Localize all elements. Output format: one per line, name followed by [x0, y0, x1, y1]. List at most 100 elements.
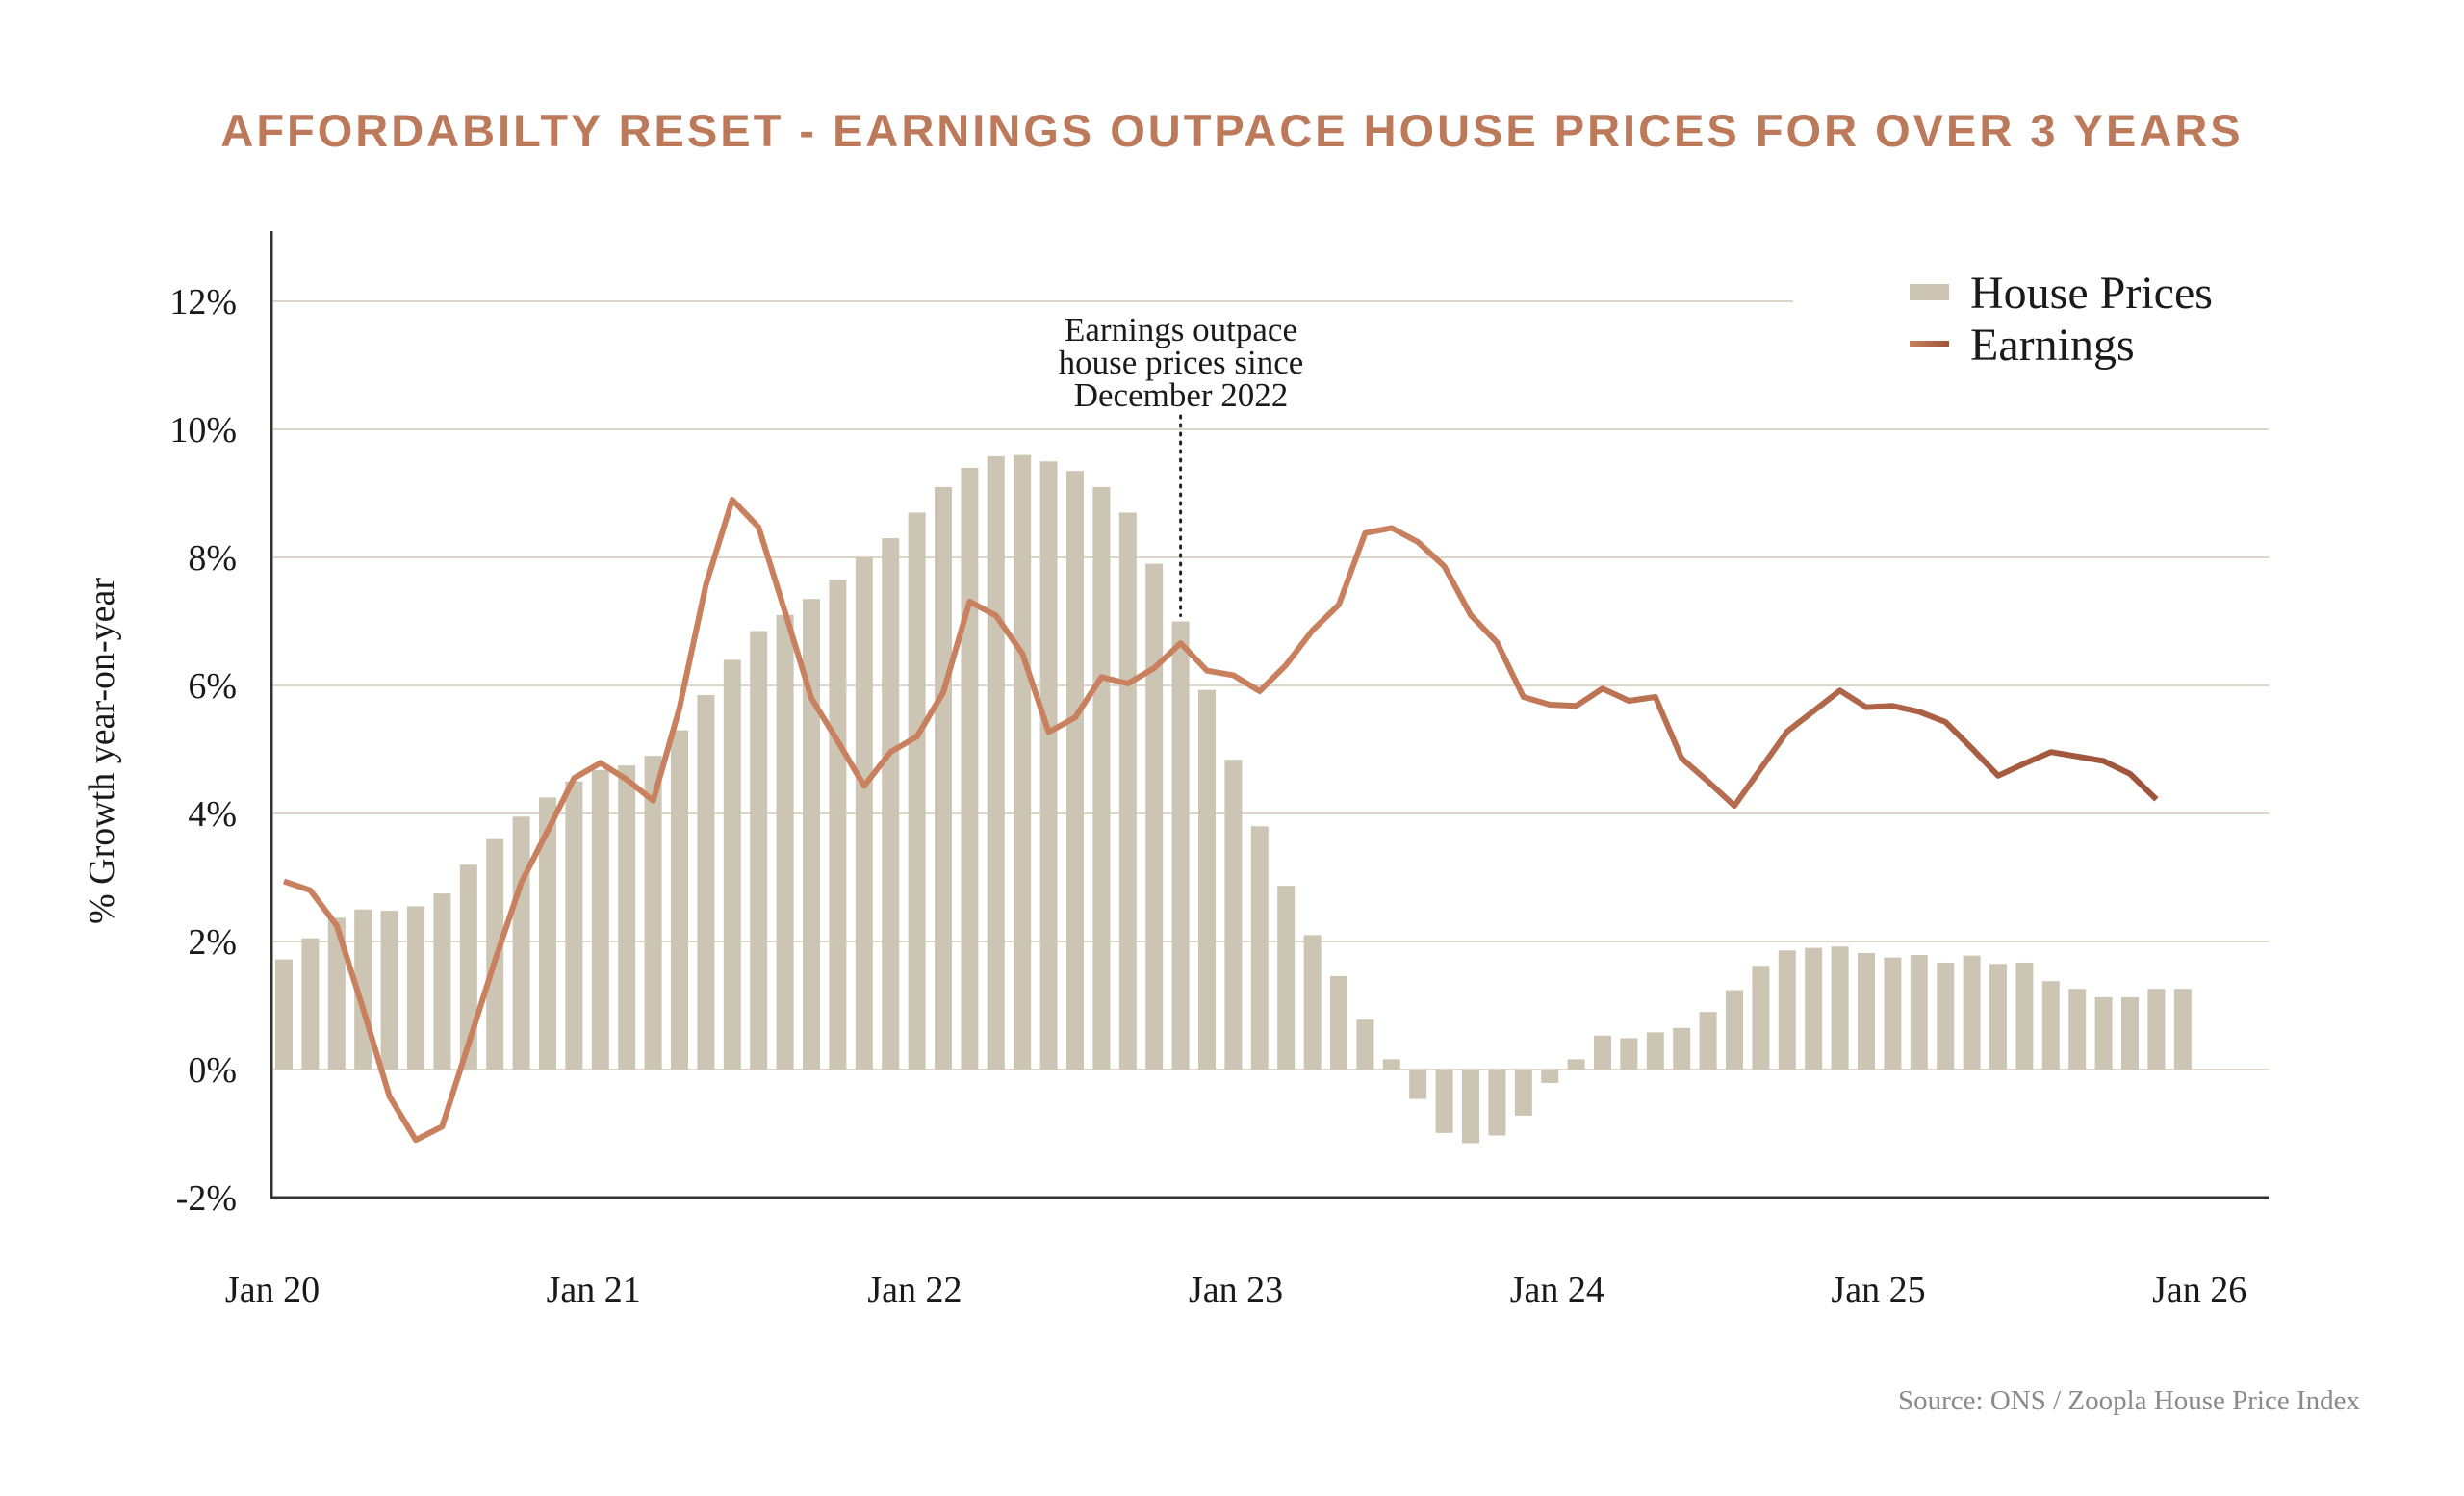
y-tick-label: 4% — [188, 794, 237, 835]
bar-house-prices — [1198, 689, 1216, 1070]
bar-house-prices — [2041, 981, 2060, 1070]
bar-house-prices — [644, 756, 662, 1070]
bar-house-prices — [723, 659, 741, 1070]
earnings-points — [284, 500, 2157, 1140]
bar-house-prices — [1752, 966, 1770, 1070]
bar-house-prices — [1277, 886, 1296, 1070]
bar-house-prices — [1514, 1070, 1532, 1116]
bar-house-prices — [750, 631, 768, 1070]
bar-house-prices — [1488, 1070, 1506, 1136]
y-tick-label: 2% — [188, 922, 237, 963]
bar-house-prices — [591, 769, 609, 1070]
bar-house-prices — [1726, 990, 1743, 1070]
bar-house-prices — [1303, 935, 1322, 1070]
bar-house-prices — [380, 911, 398, 1070]
bar-house-prices — [855, 557, 873, 1070]
annotation-line-1: Earnings outpace — [1065, 311, 1297, 348]
x-tick-labels: Jan 20 Jan 21 Jan 22 Jan 23 Jan 24 Jan 25 Jan … — [225, 1270, 2246, 1310]
bar-house-prices — [1699, 1012, 1717, 1070]
bar-house-prices — [1646, 1032, 1664, 1070]
bar-house-prices — [1805, 947, 1823, 1070]
bar-house-prices — [1541, 1070, 1559, 1083]
annotation-line-3: December 2022 — [1074, 376, 1289, 414]
house-prices-bars — [275, 454, 2192, 1144]
legend-swatch-house-prices — [1910, 284, 1949, 300]
bar-house-prices — [1409, 1070, 1427, 1099]
legend-label-earnings: Earnings — [1970, 320, 2135, 371]
legend: House Prices Earnings — [1910, 268, 2213, 371]
legend-label-house-prices: House Prices — [1970, 268, 2213, 319]
bar-house-prices — [2094, 996, 2113, 1070]
bar-house-prices — [2173, 989, 2192, 1070]
y-tick-label: 0% — [188, 1050, 237, 1091]
bar-house-prices — [1435, 1070, 1453, 1133]
bar-house-prices — [327, 917, 346, 1070]
y-tick-label: 12% — [169, 282, 237, 322]
bar-house-prices — [1066, 471, 1084, 1070]
bar-house-prices — [1884, 957, 1902, 1070]
bar-house-prices — [671, 730, 688, 1070]
bar-house-prices — [433, 893, 451, 1070]
x-tick-label: Jan 22 — [867, 1270, 962, 1310]
bar-house-prices — [1937, 962, 1955, 1070]
bar-house-prices — [512, 816, 530, 1070]
y-tick-label: 8% — [188, 538, 237, 579]
bar-house-prices — [1330, 975, 1348, 1070]
bar-house-prices — [1356, 1019, 1374, 1070]
earnings-line — [283, 497, 2159, 1144]
bar-house-prices — [1620, 1038, 1638, 1070]
bar-house-prices — [1594, 1035, 1611, 1070]
bar-house-prices — [803, 599, 820, 1070]
bar-house-prices — [618, 765, 636, 1070]
chart-title: AFFORDABILTY RESET - EARNINGS OUTPACE HO… — [220, 105, 2244, 156]
x-tick-label: Jan 21 — [547, 1270, 641, 1310]
bar-house-prices — [1567, 1059, 1585, 1070]
bar-house-prices — [1171, 621, 1190, 1070]
bar-house-prices — [987, 455, 1005, 1070]
bar-house-prices — [776, 614, 794, 1070]
bar-house-prices — [539, 797, 556, 1070]
legend-swatch-earnings — [1910, 341, 1949, 347]
bar-house-prices — [1118, 512, 1137, 1070]
y-tick-label: 10% — [169, 410, 237, 451]
bar-house-prices — [935, 486, 952, 1070]
bar-house-prices — [2147, 989, 2166, 1070]
bar-house-prices — [908, 512, 926, 1070]
bar-house-prices — [1462, 1070, 1479, 1144]
y-axis-title: % Growth year-on-year — [82, 578, 122, 924]
bar-house-prices — [1989, 964, 2007, 1070]
bar-house-prices — [275, 959, 293, 1070]
y-tick-label: 6% — [188, 666, 237, 707]
bar-house-prices — [1224, 760, 1243, 1070]
bar-house-prices — [882, 538, 900, 1070]
bar-house-prices — [2121, 996, 2139, 1070]
annotation-line-2: house prices since — [1059, 344, 1304, 381]
bar-house-prices — [1014, 454, 1032, 1070]
bar-house-prices — [961, 467, 979, 1070]
bar-house-prices — [1092, 486, 1111, 1070]
bar-house-prices — [1778, 950, 1796, 1070]
bar-house-prices — [565, 781, 583, 1070]
bar-house-prices — [1250, 826, 1269, 1070]
bar-house-prices — [1673, 1027, 1691, 1070]
bar-house-prices — [407, 906, 424, 1070]
bar-house-prices — [2068, 989, 2087, 1070]
source-note: Source: ONS / Zoopla House Price Index — [1898, 1385, 2361, 1416]
bar-house-prices — [2015, 962, 2034, 1070]
y-tick-labels: -2% 0% 2% 4% 6% 8% 10% 12% — [169, 282, 237, 1219]
bar-house-prices — [1910, 954, 1928, 1070]
x-tick-label: Jan 24 — [1510, 1270, 1604, 1310]
bar-house-prices — [1831, 946, 1849, 1070]
x-tick-label: Jan 26 — [2152, 1270, 2246, 1310]
y-tick-label: -2% — [176, 1178, 237, 1219]
bar-house-prices — [1963, 955, 1981, 1070]
bar-house-prices — [1145, 563, 1164, 1070]
bar-house-prices — [829, 580, 847, 1070]
x-tick-label: Jan 23 — [1189, 1270, 1283, 1310]
bar-house-prices — [1040, 461, 1058, 1070]
bar-house-prices — [1382, 1059, 1400, 1070]
bar-house-prices — [697, 694, 715, 1070]
x-tick-label: Jan 25 — [1831, 1270, 1925, 1310]
bar-house-prices — [1858, 952, 1875, 1070]
